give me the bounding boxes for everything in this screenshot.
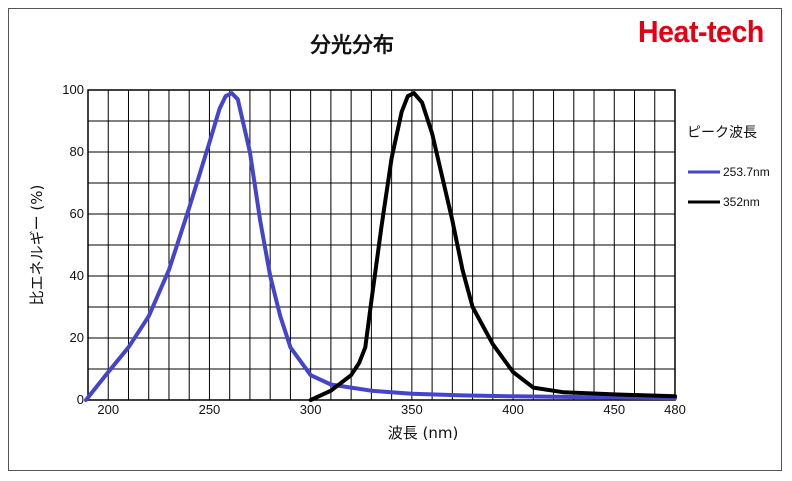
legend-label: 352nm (723, 195, 760, 209)
legend-title: ピーク波長 (687, 125, 757, 141)
series-line-1 (84, 91, 677, 402)
y-tick-label: 100 (62, 82, 84, 97)
x-tick-label: 350 (401, 402, 423, 417)
legend: ピーク波長 253.7nm 352nm (687, 125, 770, 209)
x-tick-label: 400 (502, 402, 524, 417)
series-lines (84, 91, 677, 402)
x-tick-label: 300 (300, 402, 322, 417)
x-tick-label: 480 (664, 402, 686, 417)
series-line-2 (308, 91, 677, 402)
legend-label: 253.7nm (723, 165, 770, 179)
y-tick-label: 20 (70, 330, 84, 345)
y-tick-label: 40 (70, 268, 84, 283)
y-axis-label: 比エネルギー (%) (28, 185, 46, 306)
chart-title: 分光分布 (310, 33, 394, 57)
brand-logo: Heat-tech (638, 14, 764, 49)
plot-border (87, 89, 676, 401)
x-tick-label: 450 (603, 402, 625, 417)
x-axis-label: 波長 (nm) (388, 424, 459, 442)
y-tick-label: 80 (70, 144, 84, 159)
y-tick-label: 60 (70, 206, 84, 221)
chart-frame (8, 8, 782, 471)
tick-labels: 200 250 300 350 400 450 480 0 20 40 60 80 100 (62, 82, 686, 417)
x-tick-label: 250 (199, 402, 221, 417)
y-tick-label: 0 (77, 392, 84, 407)
x-tick-label: 200 (97, 402, 119, 417)
